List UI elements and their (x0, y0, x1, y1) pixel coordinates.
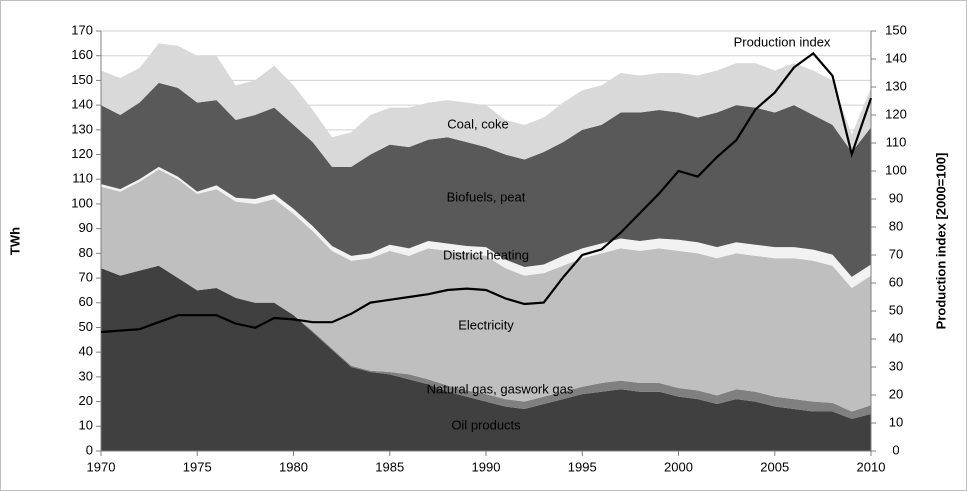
y-tick-label: 10 (79, 418, 93, 433)
series-label: Oil products (451, 417, 521, 432)
y-tick-label: 80 (79, 245, 93, 260)
y2-axis-label: Production index [2000=100] (933, 153, 948, 330)
y2-tick-label: 80 (889, 218, 903, 233)
y-tick-label: 0 (86, 442, 93, 457)
y-tick-label: 20 (79, 393, 93, 408)
x-tick-label: 2005 (760, 459, 789, 474)
x-tick-label: 1970 (87, 459, 116, 474)
y2-tick-label: 90 (889, 190, 903, 205)
x-tick-label: 1995 (568, 459, 597, 474)
line (100, 51, 873, 334)
y-tick-label: 170 (71, 22, 93, 37)
y2-tick-label: 0 (892, 442, 899, 457)
series-label: District heating (443, 247, 529, 262)
y2-tick-label: 60 (889, 274, 903, 289)
y2-tick-label: 110 (886, 134, 907, 149)
y-tick-label: 50 (79, 319, 93, 334)
y2-tick-label: 50 (889, 302, 903, 317)
x-tick-label: 2000 (664, 459, 693, 474)
y2-tick-label: 150 (885, 22, 907, 37)
y-tick-label: 60 (79, 294, 93, 309)
y-tick-label: 110 (72, 171, 93, 186)
y-axis-label: TWh (7, 227, 22, 255)
x-tick-label: 1980 (279, 459, 308, 474)
y-tick-label: 140 (71, 97, 93, 112)
y2-tick-label: 140 (885, 50, 907, 65)
area (101, 265, 871, 451)
y-tick-label: 120 (71, 146, 93, 161)
y-tick-label: 30 (79, 368, 93, 383)
series-label: Natural gas, gaswork gas (427, 381, 574, 396)
y-tick-label: 130 (71, 121, 93, 136)
y2-tick-label: 130 (885, 78, 907, 93)
y2-tick-label: 10 (889, 414, 903, 429)
x-tick-label: 1985 (375, 459, 404, 474)
series-label: Production index (734, 34, 831, 49)
x-tick-label: 1975 (183, 459, 212, 474)
y2-tick-label: 70 (889, 246, 903, 261)
area (101, 265, 871, 419)
y-tick-label: 90 (79, 220, 93, 235)
y-tick-label: 70 (79, 269, 93, 284)
y2-tick-label: 30 (889, 358, 903, 373)
y2-tick-label: 100 (885, 162, 907, 177)
x-tick-label: 1990 (472, 459, 501, 474)
y-tick-label: 40 (79, 344, 93, 359)
y2-tick-label: 20 (889, 386, 903, 401)
area (101, 43, 871, 167)
y2-tick-label: 120 (885, 106, 907, 121)
series-label: Electricity (458, 317, 514, 332)
area (101, 82, 871, 277)
x-tick-label: 2010 (857, 459, 886, 474)
y2-tick-label: 40 (889, 330, 903, 345)
y-tick-label: 100 (71, 195, 93, 210)
series-label: Biofuels, peat (447, 189, 526, 204)
area (101, 166, 871, 288)
series-label: Coal, coke (447, 116, 508, 131)
y-tick-label: 160 (71, 47, 93, 62)
y-tick-label: 150 (71, 72, 93, 87)
